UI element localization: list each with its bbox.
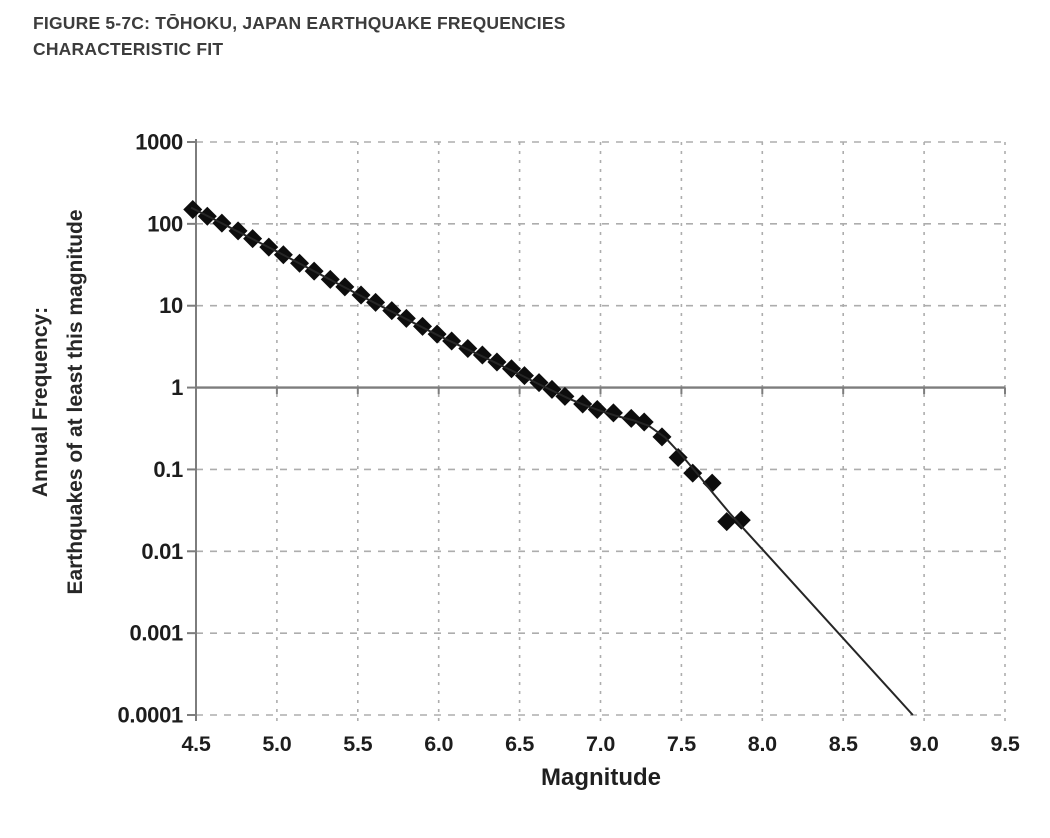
- x-tick-label: 8.0: [748, 732, 777, 756]
- y-tick-label: 0.0001: [118, 703, 184, 728]
- y-tick-label: 0.01: [141, 539, 183, 564]
- x-tick-label: 5.0: [262, 732, 291, 756]
- x-tick-label: 6.5: [505, 732, 534, 756]
- data-point-diamond: [603, 403, 623, 423]
- data-point-diamond: [683, 463, 703, 483]
- x-tick-label: 5.5: [343, 732, 372, 756]
- data-point-diamond: [668, 447, 688, 467]
- figure-title-line1: FIGURE 5-7C: TŌHOKU, JAPAN EARTHQUAKE FR…: [33, 13, 566, 33]
- y-tick-label: 10: [159, 293, 183, 318]
- data-point-diamond: [717, 512, 737, 532]
- y-tick-label: 0.001: [129, 621, 183, 646]
- y-tick-label: 1: [171, 375, 183, 400]
- fit-line: [190, 206, 914, 716]
- y-tick-label: 1000: [135, 130, 183, 155]
- figure-title-line2: CHARACTERISTIC FIT: [33, 39, 224, 59]
- y-tick-label: 0.1: [153, 457, 183, 482]
- data-point-diamond: [702, 473, 722, 493]
- x-tick-label: 9.5: [991, 732, 1020, 756]
- x-tick-label: 6.0: [424, 732, 453, 756]
- x-tick-label: 8.5: [829, 732, 858, 756]
- x-tick-label: 7.0: [586, 732, 615, 756]
- y-tick-label: 100: [147, 211, 183, 236]
- x-tick-label: 7.5: [667, 732, 696, 756]
- x-tick-label: 9.0: [910, 732, 939, 756]
- data-point-diamond: [731, 510, 751, 530]
- x-tick-label: 4.5: [182, 732, 211, 756]
- figure-title: FIGURE 5-7C: TŌHOKU, JAPAN EARTHQUAKE FR…: [33, 10, 566, 62]
- x-axis-title: Magnitude: [541, 764, 661, 791]
